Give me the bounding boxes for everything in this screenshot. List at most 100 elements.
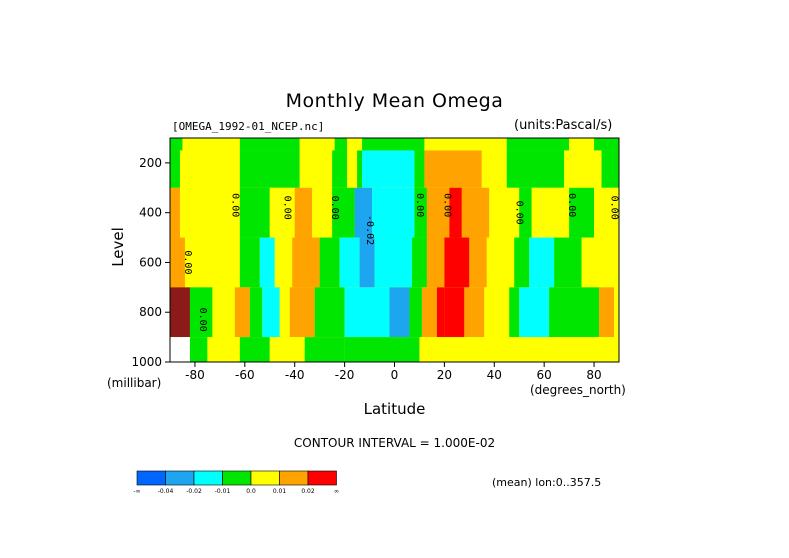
contour-region	[347, 138, 363, 151]
contour-region	[289, 287, 315, 338]
contour-region	[239, 237, 260, 288]
contour-region	[269, 187, 295, 238]
contour-region	[601, 150, 619, 188]
contour-region	[170, 287, 190, 338]
colorbar-label: 0.01	[273, 488, 287, 495]
contour-label: 0.00	[441, 193, 452, 217]
x-axis-units: (degrees_north)	[530, 383, 626, 397]
contour-label: 0.00	[514, 201, 525, 225]
x-tick-label: -80	[185, 368, 205, 382]
contour-label: 0.00	[197, 308, 208, 332]
contour-region	[170, 337, 190, 362]
contour-region	[182, 138, 240, 151]
contour-region	[519, 187, 532, 238]
y-axis-label: Level	[108, 227, 127, 267]
contour-region	[554, 237, 582, 288]
x-tick-label: -60	[235, 368, 255, 382]
contour-region	[444, 287, 465, 338]
colorbar-label: -∞	[133, 488, 140, 495]
x-tick-label: 40	[487, 368, 502, 382]
contour-region	[514, 237, 530, 288]
contour-region	[506, 138, 570, 151]
x-tick-label: 60	[537, 368, 552, 382]
axes: -80 -60 -40 -20 0 20 40 60 80 200 400 600 800 1000	[131, 137, 620, 382]
contour-region	[411, 237, 427, 288]
contour-region	[304, 337, 345, 362]
contour-region	[599, 287, 615, 338]
y-tick-label: 200	[139, 156, 162, 170]
contour-label: 0.00	[182, 250, 193, 274]
contour-region	[569, 138, 595, 151]
contour-region	[239, 187, 270, 238]
contour-region	[319, 237, 340, 288]
contour-region	[259, 237, 275, 288]
contour-region	[414, 187, 427, 238]
colorbar-swatch	[193, 470, 223, 486]
contour-region	[234, 287, 250, 338]
x-tick-label: 80	[586, 368, 601, 382]
colorbar-label: 0.02	[301, 488, 315, 495]
contour-region	[581, 237, 619, 288]
contour-region	[564, 150, 602, 188]
x-tick-label: 0	[391, 368, 399, 382]
chart-title: Monthly Mean Omega	[285, 90, 504, 112]
x-tick-label: -40	[285, 368, 305, 382]
contour-label: -0.02	[364, 215, 375, 245]
contour-region	[484, 287, 510, 338]
colorbar-label: -0.04	[158, 488, 174, 495]
contour-region	[212, 287, 235, 338]
contour-region	[239, 337, 270, 362]
contour-region	[170, 150, 180, 188]
contour-region	[519, 287, 550, 338]
contour-region	[344, 337, 420, 362]
contour-region	[299, 150, 333, 188]
contour-region	[531, 187, 570, 238]
y-tick-label: 400	[139, 206, 162, 220]
contour-region	[469, 237, 487, 288]
contour-region	[362, 138, 425, 151]
contour-region	[529, 237, 555, 288]
contour-label: 0.00	[609, 196, 620, 220]
contour-region	[569, 187, 595, 238]
source-file-label: [OMEGA_1992-01_NCEP.nc]	[172, 120, 325, 133]
contour-region	[179, 187, 240, 238]
contour-region	[449, 187, 462, 238]
y-tick-label: 1000	[131, 355, 162, 369]
contour-region	[269, 337, 305, 362]
colorbar-swatch	[165, 470, 195, 486]
contour-region	[389, 287, 410, 338]
contour-region	[426, 237, 445, 288]
contour-plot-area: 0.00 0.00 0.00 0.00 -0.02 0.00 0.00 0.00 0.00 0.0…	[170, 138, 620, 362]
contour-region	[426, 187, 450, 238]
contour-region	[170, 187, 180, 238]
contour-region	[332, 150, 348, 188]
contour-region	[424, 138, 470, 151]
contour-region	[414, 150, 425, 188]
contour-region	[274, 237, 293, 288]
contour-region	[469, 138, 507, 151]
contour-region	[170, 138, 183, 151]
x-tick-label: -20	[335, 368, 355, 382]
contour-region	[374, 237, 412, 288]
contour-region	[419, 337, 485, 362]
colorbar-swatch	[222, 470, 252, 486]
mean-longitude-note: (mean) lon:0..357.5	[492, 476, 602, 489]
contour-region	[332, 187, 355, 238]
contour-region	[344, 287, 390, 338]
x-axis-label: Latitude	[363, 400, 426, 418]
contour-region	[354, 187, 373, 238]
contour-label: 0.00	[566, 193, 577, 217]
contour-label: 0.00	[282, 196, 293, 220]
contour-region	[239, 150, 300, 188]
contour-region	[409, 287, 422, 338]
contour-region	[464, 287, 485, 338]
contour-region	[509, 287, 520, 338]
contour-region	[506, 150, 565, 188]
contour-region	[489, 187, 520, 238]
contour-region	[299, 138, 335, 151]
contour-region	[359, 237, 375, 288]
contour-label: 0.00	[329, 196, 340, 220]
contour-region	[594, 187, 619, 238]
